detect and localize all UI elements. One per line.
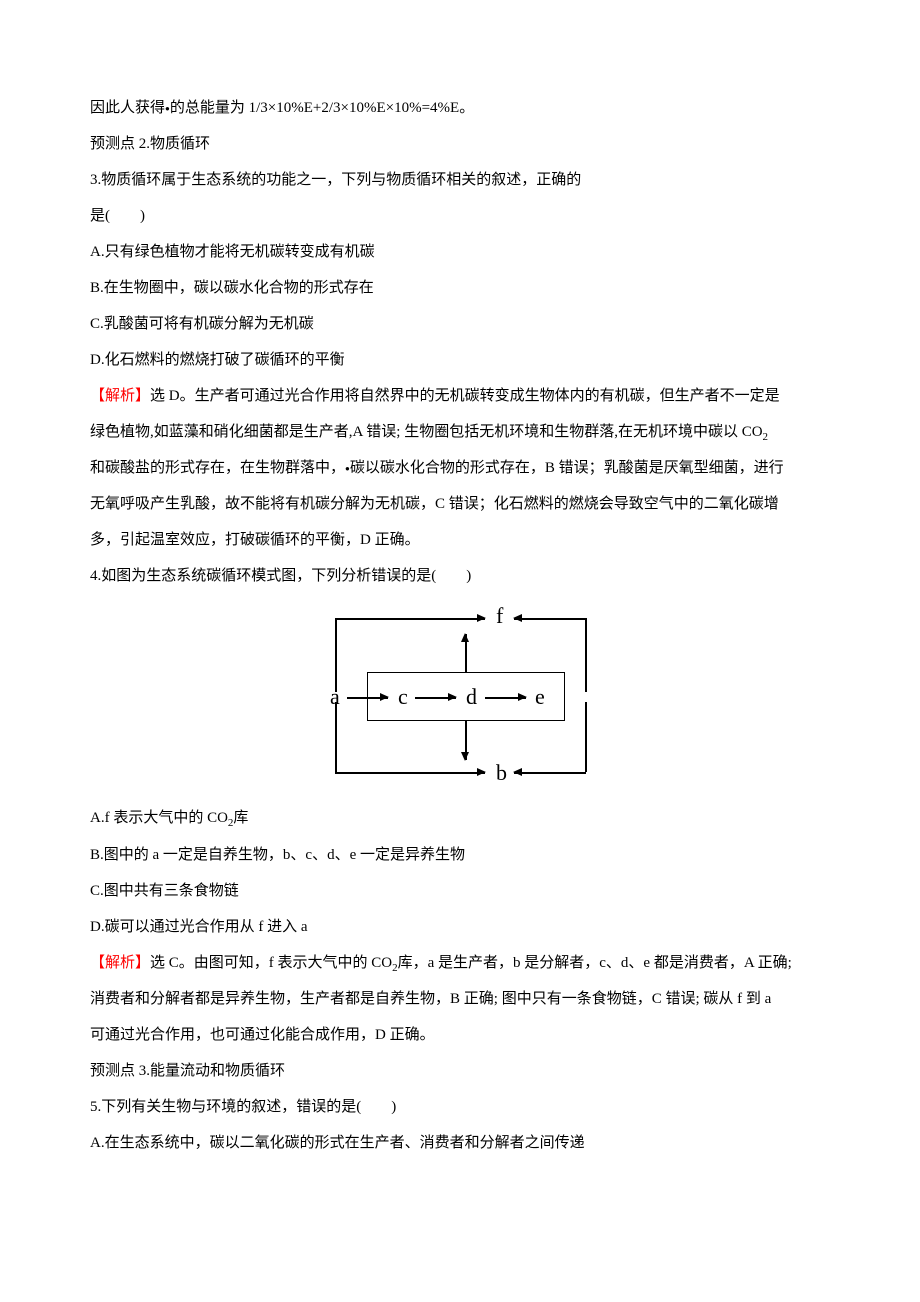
node-e: e (535, 684, 545, 710)
diagram-arrow (415, 697, 456, 699)
diagram-arrow (465, 634, 467, 672)
text: 的总能量为 1/3×10%E+2/3×10%E×10%=4%E。 (170, 100, 474, 116)
diagram-arrow (335, 772, 485, 774)
text: 库 (233, 810, 248, 826)
carbon-cycle-diagram: f a c d e (310, 602, 610, 792)
text: 选 D。生产者可通过光合作用将自然界中的无机碳转变成生物体内的有机碳，但生产者不… (150, 388, 780, 404)
text: 因此人获得 (90, 100, 165, 116)
text: 图中只有一条食物链，C 错误 (502, 991, 696, 1007)
node-d: d (466, 684, 477, 710)
diagram-container: f a c d e (90, 602, 830, 792)
text: 生物圈包括无机环境和生物群落,在无机环境中碳以 CO (404, 424, 762, 440)
text: A.f 表示大气中的 CO (90, 810, 228, 826)
diagram-line (585, 618, 587, 692)
diagram-line (585, 702, 587, 772)
analysis-line: 消费者和分解者都是异养生物，生产者都是自养生物，B 正确; 图中只有一条食物链，… (90, 981, 830, 1017)
section-heading: 预测点 3.能量流动和物质循环 (90, 1053, 830, 1089)
node-f: f (496, 603, 503, 629)
node-b: b (496, 760, 507, 786)
text: 和碳酸盐的形式存在，在生物群落中， (90, 460, 345, 476)
option-b: B.在生物圈中，碳以碳水化合物的形式存在 (90, 270, 830, 306)
text-line: 因此人获得●的总能量为 1/3×10%E+2/3×10%E×10%=4%E。 (90, 90, 830, 126)
question-stem: 是( ) (90, 198, 830, 234)
option-d: D.碳可以通过光合作用从 f 进入 a (90, 909, 830, 945)
option-a: A.只有绿色植物才能将无机碳转变成有机碳 (90, 234, 830, 270)
analysis-label: 【解析】 (90, 955, 150, 971)
option-c: C.图中共有三条食物链 (90, 873, 830, 909)
diagram-arrow (465, 720, 467, 760)
text: 消费者和分解者都是异养生物，生产者都是自养生物，B 正确 (90, 991, 494, 1007)
text: 碳以碳水化合物的形式存在，B 错误；乳酸菌是厌氧型细菌，进行 (350, 460, 784, 476)
option-c: C.乳酸菌可将有机碳分解为无机碳 (90, 306, 830, 342)
option-a: A.在生态系统中，碳以二氧化碳的形式在生产者、消费者和分解者之间传递 (90, 1125, 830, 1161)
option-d: D.化石燃料的燃烧打破了碳循环的平衡 (90, 342, 830, 378)
analysis-line: 多，引起温室效应，打破碳循环的平衡，D 正确。 (90, 522, 830, 558)
diagram-arrow (347, 697, 388, 699)
text: 库，a 是生产者，b 是分解者，c、d、e 都是消费者，A 正确 (398, 955, 788, 971)
diagram-arrow (485, 697, 526, 699)
diagram-arrow (335, 618, 485, 620)
node-c: c (398, 684, 408, 710)
analysis-line: 【解析】选 C。由图可知，f 表示大气中的 CO2库，a 是生产者，b 是分解者… (90, 945, 830, 981)
diagram-arrow (514, 772, 586, 774)
text: 选 C。由图可知，f 表示大气中的 CO (150, 955, 392, 971)
text: 碳从 f 到 a (703, 991, 771, 1007)
diagram-arrow (514, 618, 586, 620)
analysis-line: 和碳酸盐的形式存在，在生物群落中，●碳以碳水化合物的形式存在，B 错误；乳酸菌是… (90, 450, 830, 486)
option-b: B.图中的 a 一定是自养生物，b、c、d、e 一定是异养生物 (90, 837, 830, 873)
analysis-line: 【解析】选 D。生产者可通过光合作用将自然界中的无机碳转变成生物体内的有机碳，但… (90, 378, 830, 414)
subscript: 2 (763, 431, 769, 443)
diagram-line (335, 702, 337, 772)
analysis-line: 无氧呼吸产生乳酸，故不能将有机碳分解为无机碳，C 错误；化石燃料的燃烧会导致空气… (90, 486, 830, 522)
document-page: 因此人获得●的总能量为 1/3×10%E+2/3×10%E×10%=4%E。 预… (0, 0, 920, 1221)
question-stem: 3.物质循环属于生态系统的功能之一，下列与物质循环相关的叙述，正确的 (90, 162, 830, 198)
analysis-line: 绿色植物,如蓝藻和硝化细菌都是生产者,A 错误; 生物圈包括无机环境和生物群落,… (90, 414, 830, 450)
analysis-line: 可通过光合作用，也可通过化能合成作用，D 正确。 (90, 1017, 830, 1053)
text: 绿色植物,如蓝藻和硝化细菌都是生产者,A 错误 (90, 424, 396, 440)
section-heading: 预测点 2.物质循环 (90, 126, 830, 162)
option-a: A.f 表示大气中的 CO2库 (90, 800, 830, 836)
diagram-line (335, 618, 337, 692)
question-stem: 5.下列有关生物与环境的叙述，错误的是( ) (90, 1089, 830, 1125)
analysis-label: 【解析】 (90, 388, 150, 404)
question-stem: 4.如图为生态系统碳循环模式图，下列分析错误的是( ) (90, 558, 830, 594)
